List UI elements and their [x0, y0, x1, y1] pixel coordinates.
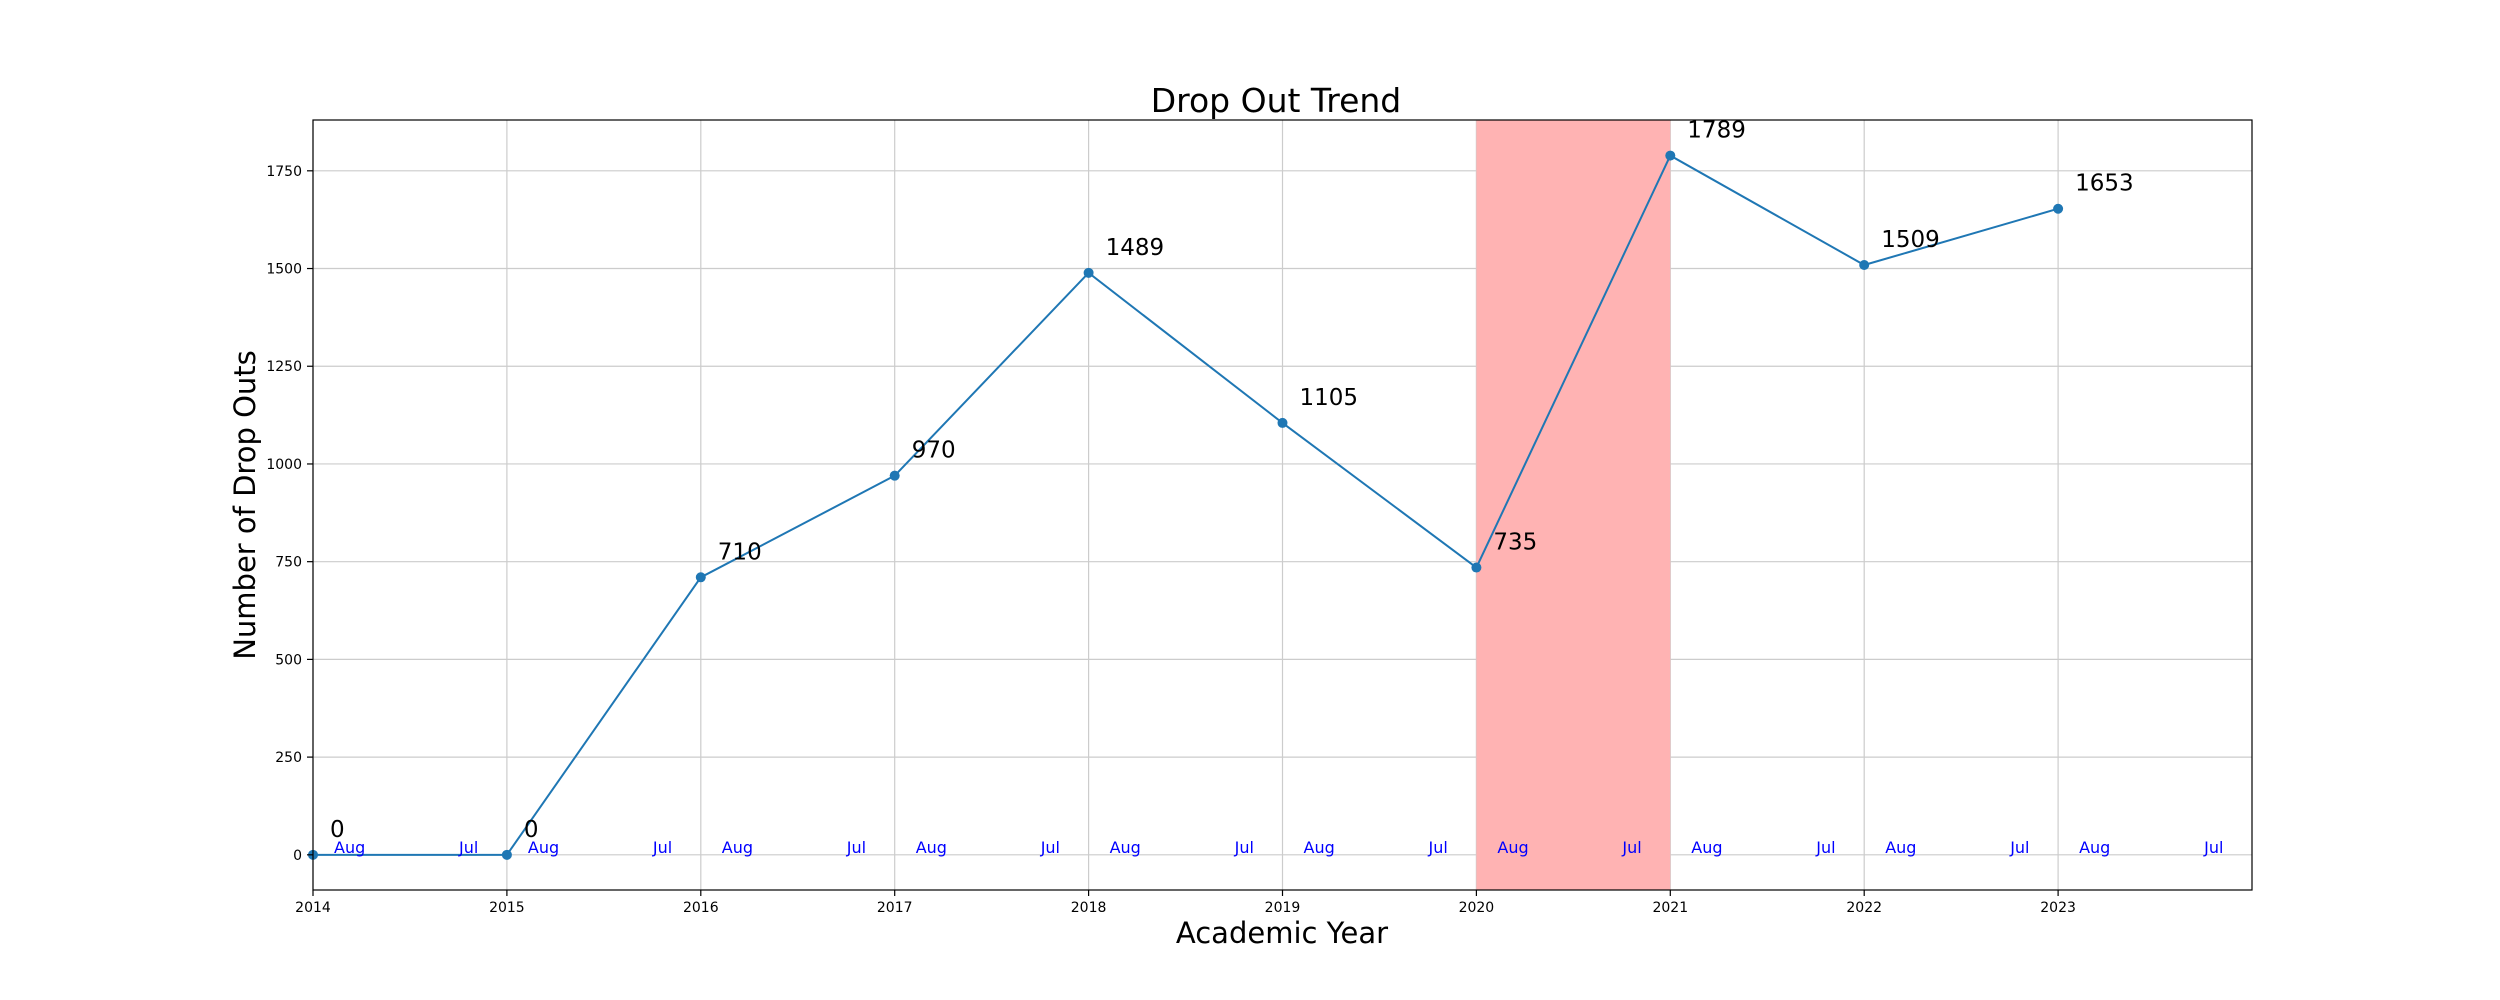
y-tick-label: 1750 — [266, 164, 302, 180]
grid — [312, 120, 2252, 890]
data-point — [889, 470, 900, 481]
data-labels-layer: 0 0 710 970 1489 1105 735 1789 1509 1653 — [330, 118, 2134, 843]
x-tick-label: 2014 — [295, 900, 331, 916]
data-label: 1509 — [1881, 227, 1940, 253]
month-end-label: Jul — [1621, 838, 1641, 857]
chart-title: Drop Out Trend — [1151, 81, 1402, 120]
data-point — [1083, 267, 1094, 278]
data-label: 1489 — [1106, 235, 1165, 261]
data-point — [1859, 260, 1870, 271]
axis-ticks-layer: 2014 2015 2016 2017 2018 2019 2020 2021 2022 2023… — [266, 164, 2076, 916]
month-start-label: Aug — [2079, 838, 2110, 857]
month-annotations-layer: Aug Aug Aug Aug Aug Aug Aug Aug Aug Aug Jul Jul Jul J… — [334, 838, 2223, 857]
month-start-label: Aug — [1304, 838, 1335, 857]
month-end-label: Jul — [2009, 838, 2029, 857]
month-start-label: Aug — [1691, 838, 1722, 857]
x-tick-label: 2020 — [1459, 900, 1495, 916]
month-start-label: Aug — [528, 838, 559, 857]
month-start-label: Aug — [722, 838, 753, 857]
data-point — [695, 572, 706, 583]
month-start-label: Aug — [1497, 838, 1528, 857]
y-tick-label: 0 — [293, 848, 302, 864]
y-tick-label: 1000 — [266, 457, 302, 473]
month-end-label: Jul — [458, 838, 478, 857]
y-tick-label: 1500 — [266, 262, 302, 278]
y-tick-label: 1250 — [266, 359, 302, 375]
data-label: 735 — [1493, 530, 1537, 556]
x-tick-label: 2017 — [877, 900, 913, 916]
x-tick-label: 2019 — [1265, 900, 1301, 916]
month-end-label: Jul — [1428, 838, 1448, 857]
data-point — [1471, 562, 1482, 573]
data-point — [501, 849, 512, 860]
x-tick-label: 2021 — [1652, 900, 1688, 916]
y-axis-label: Number of Drop Outs — [228, 350, 262, 660]
x-tick-label: 2015 — [489, 900, 525, 916]
x-tick-label: 2022 — [1846, 900, 1882, 916]
data-label: 1789 — [1687, 118, 1746, 144]
data-point — [2053, 203, 2064, 214]
data-label: 1653 — [2075, 171, 2134, 197]
y-tick-label: 250 — [275, 750, 302, 766]
data-point — [1665, 150, 1676, 161]
month-end-label: Jul — [1040, 838, 1060, 857]
x-tick-label: 2023 — [2040, 900, 2076, 916]
month-end-label: Jul — [1815, 838, 1835, 857]
month-start-label: Aug — [916, 838, 947, 857]
data-label: 0 — [524, 817, 539, 843]
month-start-label: Aug — [1885, 838, 1916, 857]
month-end-label: Jul — [846, 838, 866, 857]
series-line — [313, 154, 2059, 856]
month-start-label: Aug — [1110, 838, 1141, 857]
highlight-band-layer — [1476, 120, 1671, 890]
data-label: 710 — [718, 539, 762, 565]
month-end-label: Jul — [652, 838, 672, 857]
x-tick-label: 2018 — [1071, 900, 1107, 916]
month-end-label: Jul — [1234, 838, 1254, 857]
x-axis-label: Academic Year — [1176, 916, 1388, 950]
month-end-label: Jul — [2203, 838, 2223, 857]
data-label: 970 — [912, 438, 956, 464]
y-tick-label: 500 — [275, 652, 302, 668]
x-tick-label: 2016 — [683, 900, 719, 916]
month-start-label: Aug — [334, 838, 365, 857]
data-point — [1277, 417, 1288, 428]
data-label: 0 — [330, 817, 345, 843]
y-tick-label: 750 — [275, 555, 302, 571]
series-layer — [308, 150, 2064, 860]
highlight-band — [1476, 120, 1671, 890]
data-label: 1105 — [1300, 385, 1359, 411]
